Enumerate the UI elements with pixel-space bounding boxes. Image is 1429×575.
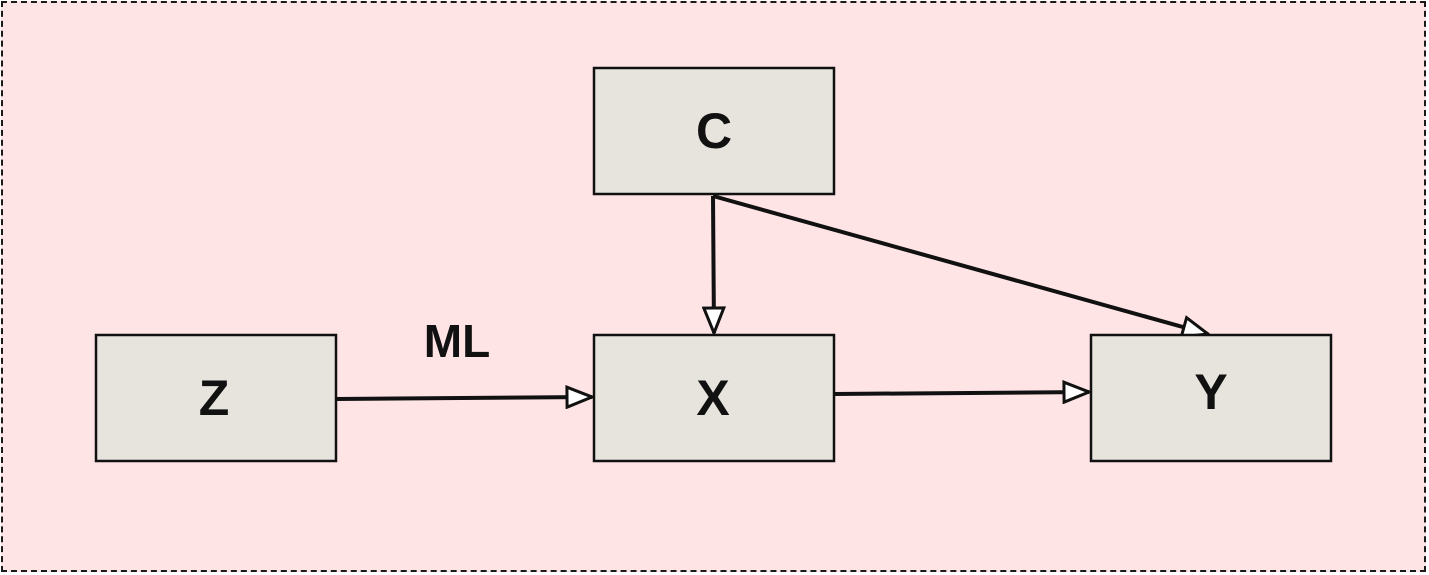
edge-x-to-y: [833, 392, 1089, 394]
edge-label-ml: ML: [424, 315, 490, 367]
edge-z-to-x: [335, 397, 592, 399]
node-x-label: X: [696, 370, 729, 426]
node-y-label: Y: [1194, 364, 1227, 420]
node-c-box: [592, 66, 836, 196]
node-c-label: C: [696, 103, 732, 159]
edge-c-to-y: [712, 194, 1208, 334]
edge-c-to-x: [713, 195, 714, 333]
node-y-box: [1089, 333, 1333, 463]
node-z: Z: [94, 333, 338, 463]
node-y: Y: [1089, 333, 1333, 463]
node-c: C: [592, 66, 836, 196]
node-x: X: [592, 333, 836, 463]
node-z-label: Z: [199, 370, 230, 426]
node-z-box: [94, 333, 338, 463]
node-x-box: [592, 333, 836, 463]
